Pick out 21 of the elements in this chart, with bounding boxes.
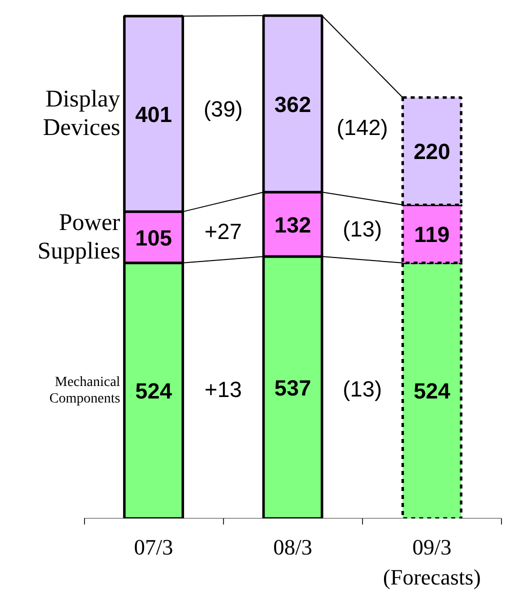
annotation: +27 [204, 218, 242, 244]
x-tick-label: 09/3 (Forecasts) [383, 534, 481, 590]
data-label: 401 [135, 102, 172, 127]
data-label: 220 [414, 139, 450, 164]
data-label: 132 [274, 212, 312, 238]
annotation: (142) [336, 115, 388, 140]
annotation: (13) [342, 216, 382, 242]
annotation: (39) [204, 96, 243, 122]
data-label: 524 [414, 378, 452, 404]
series-label: Display Devices [42, 86, 120, 142]
x-tick-label: 07/3 [134, 534, 174, 560]
data-label: 119 [414, 222, 450, 247]
annotation: (13) [342, 376, 382, 402]
series-label: Mechanical Components [49, 374, 120, 406]
data-label: 362 [274, 92, 312, 117]
data-label: 105 [135, 225, 172, 250]
series-label: Power Supplies [38, 210, 120, 265]
data-label: 537 [274, 376, 312, 401]
x-tick-label: 08/3 [273, 534, 312, 560]
annotation: +13 [204, 377, 242, 402]
data-label: 524 [135, 378, 173, 404]
